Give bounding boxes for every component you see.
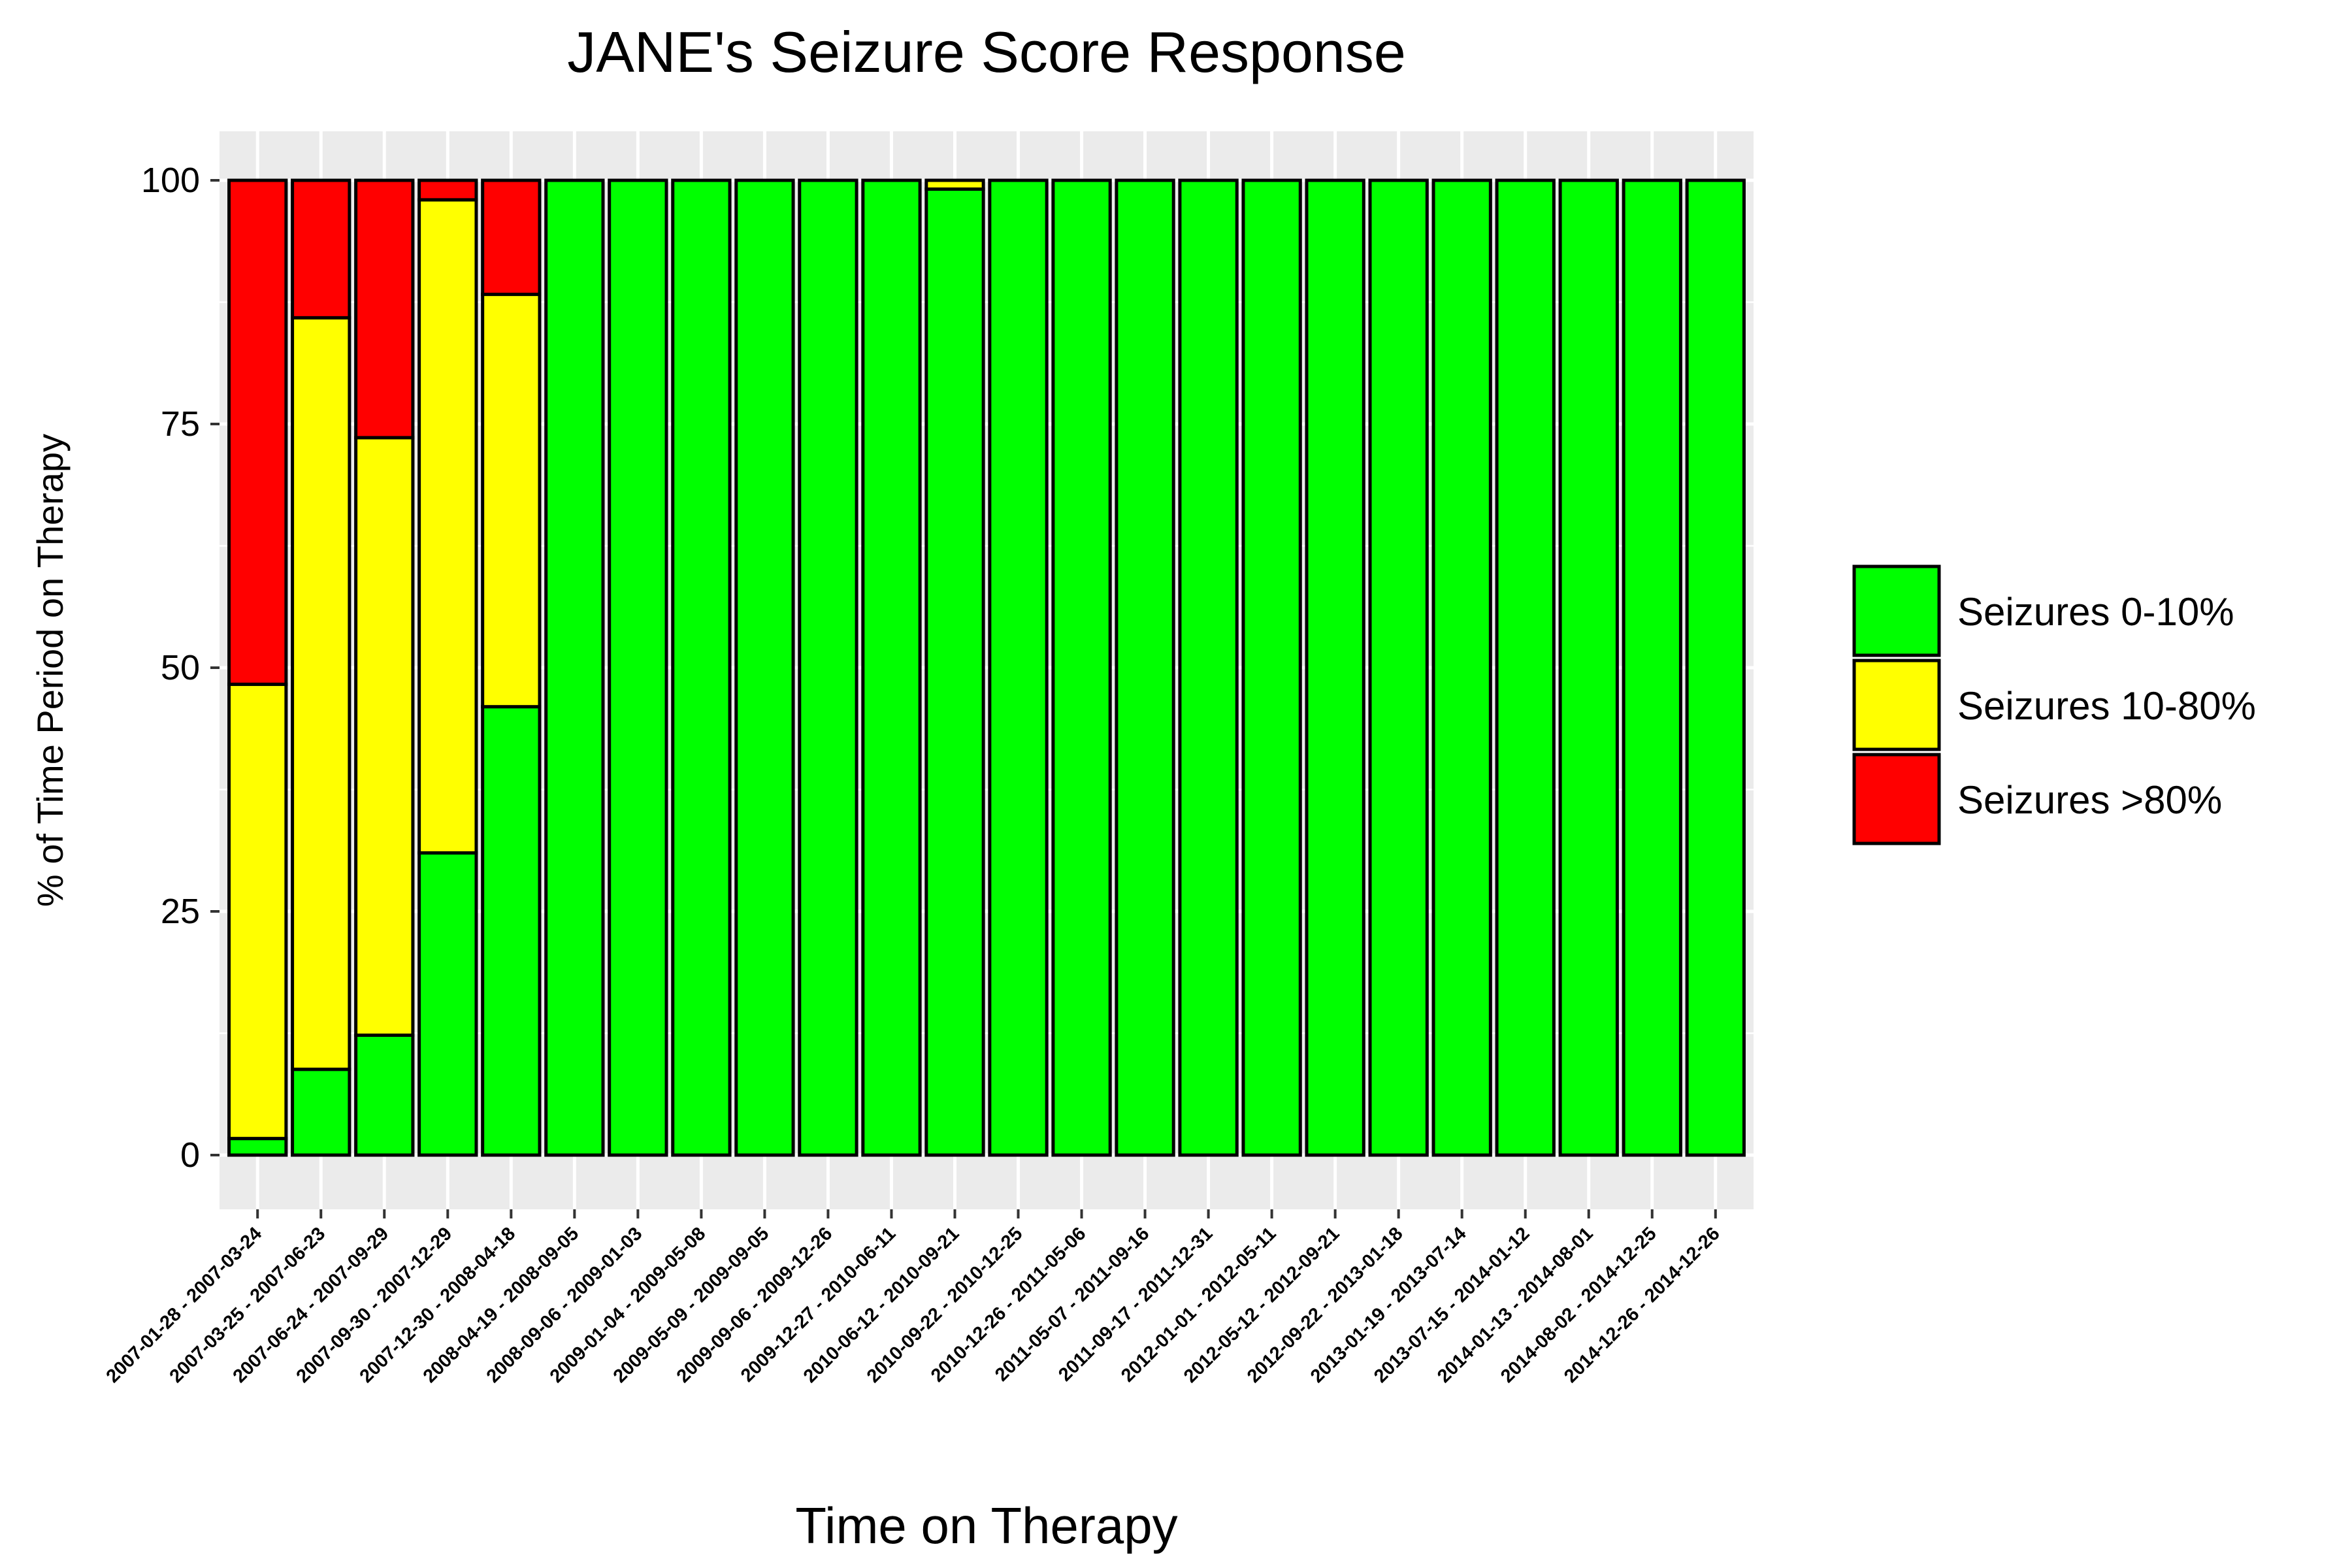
bar-segment	[291, 1068, 351, 1157]
bar-segment	[988, 178, 1049, 1157]
bar-segment	[1495, 178, 1556, 1157]
bar-segment	[417, 178, 478, 202]
bar-segment	[354, 436, 415, 1037]
legend-key	[1852, 659, 1941, 751]
bar-segment	[227, 178, 288, 686]
bar-segment	[1685, 178, 1746, 1157]
bar-segment	[1241, 178, 1302, 1157]
legend-key	[1852, 564, 1941, 657]
chart-title: JANE's Seizure Score Response	[567, 20, 1406, 84]
bar-segment	[1431, 178, 1492, 1157]
bars	[227, 178, 1746, 1157]
bar-segment	[417, 198, 478, 855]
bar-segment	[734, 178, 795, 1157]
legend-label: Seizures >80%	[1957, 778, 2222, 822]
bar-segment	[1178, 178, 1239, 1157]
bar-segment	[291, 316, 351, 1071]
bar-segment	[481, 178, 542, 297]
bar-segment	[227, 1137, 288, 1157]
y-tick-label: 50	[161, 648, 200, 687]
legend-label: Seizures 0-10%	[1957, 590, 2234, 634]
y-tick-label: 0	[180, 1135, 200, 1175]
legend-label: Seizures 10-80%	[1957, 684, 2256, 728]
bar-segment	[291, 178, 351, 319]
bar-segment	[1368, 178, 1429, 1157]
bar-segment	[1115, 178, 1175, 1157]
bar-segment	[481, 705, 542, 1157]
y-tick-label: 25	[161, 892, 200, 931]
legend-key	[1852, 753, 1941, 845]
bar-segment	[924, 178, 985, 191]
y-axis-label: % of Time Period on Therapy	[29, 434, 71, 907]
y-tick-label: 100	[141, 161, 200, 200]
bar-segment	[861, 178, 922, 1157]
bar-segment	[417, 851, 478, 1157]
bar-segment	[924, 187, 985, 1157]
bar-segment	[227, 682, 288, 1141]
bar-segment	[798, 178, 858, 1157]
y-axis: 0 25 50 75 100	[141, 161, 220, 1175]
bar-segment	[354, 1033, 415, 1157]
bar-segment	[671, 178, 732, 1157]
bar-segment	[1051, 178, 1112, 1157]
bar-segment	[354, 178, 415, 440]
legend: Seizures 0-10% Seizures 10-80% Seizures >8…	[1852, 564, 2256, 845]
x-axis-label: Time on Therapy	[795, 1497, 1177, 1554]
y-tick-label: 75	[161, 404, 200, 444]
bar-segment	[544, 178, 605, 1157]
bar-segment	[1622, 178, 1682, 1157]
bar-segment	[481, 293, 542, 709]
bar-segment	[1305, 178, 1365, 1157]
bar-segment	[1558, 178, 1619, 1157]
bar-segment	[608, 178, 668, 1157]
